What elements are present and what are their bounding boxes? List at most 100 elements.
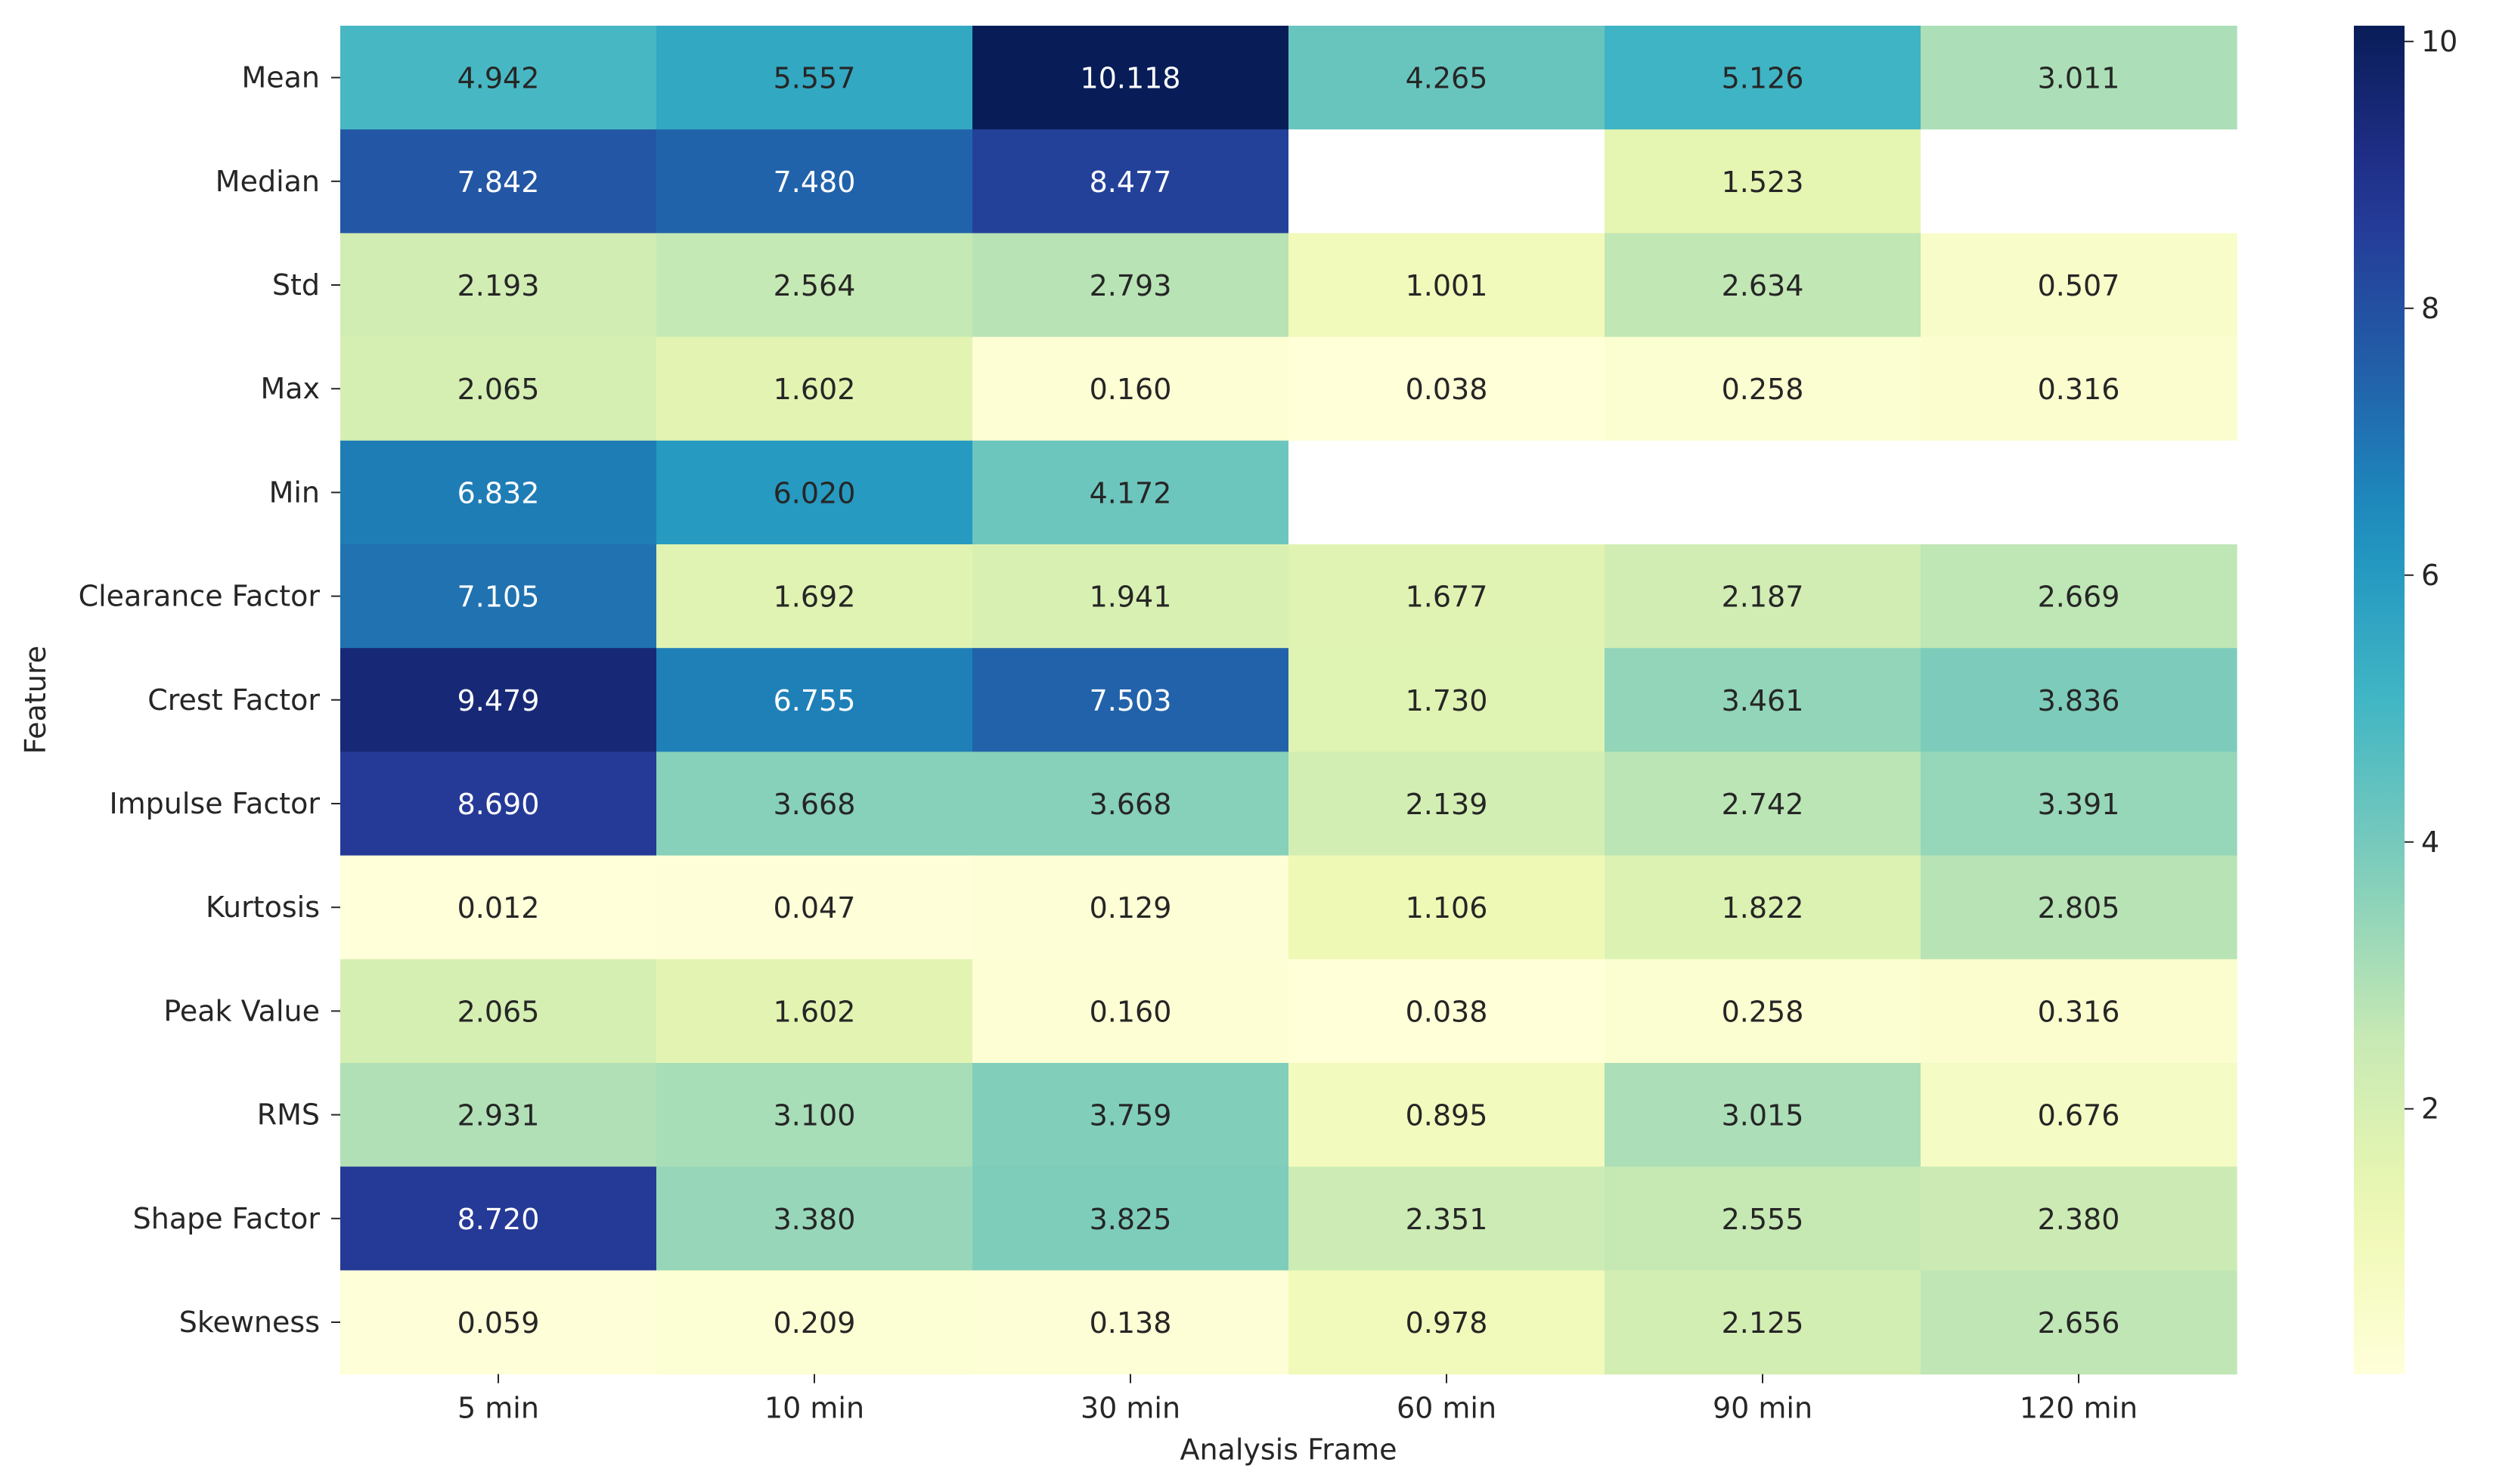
cell-value-label: 1.106	[1406, 891, 1488, 925]
cell-value-label: 3.380	[774, 1203, 856, 1236]
cell-value-label: 0.978	[1406, 1306, 1488, 1340]
cell-value-label: 6.755	[774, 684, 856, 717]
colorbar-tick-label: 10	[2421, 25, 2457, 58]
heatmap-cell	[972, 233, 1289, 338]
heatmap-cell	[1921, 648, 2237, 752]
cell-value-label: 2.931	[457, 1099, 540, 1132]
cell-value-label: 8.720	[457, 1203, 540, 1236]
heatmap-cell	[1605, 129, 1921, 234]
cell-value-label: 1.730	[1406, 684, 1488, 717]
heatmap-cell	[1921, 26, 2237, 130]
heatmap-cell	[656, 855, 973, 960]
heatmap-cell	[1605, 959, 1921, 1064]
heatmap-cell	[340, 440, 657, 545]
heatmap-cell	[340, 648, 657, 752]
row-tick-label: Clearance Factor	[79, 580, 321, 613]
column-tick-label: 5 min	[457, 1392, 539, 1425]
cell-value-label: 1.822	[1722, 891, 1804, 925]
heatmap-cell	[972, 440, 1289, 545]
heatmap-cell	[656, 648, 973, 752]
cell-value-label: 0.676	[2038, 1099, 2120, 1132]
column-tick-label: 10 min	[764, 1392, 864, 1425]
cell-value-label: 2.669	[2038, 581, 2120, 614]
heatmap-cell	[1288, 129, 1605, 234]
heatmap-cell	[1921, 751, 2237, 857]
x-axis-label: Analysis Frame	[1180, 1433, 1397, 1467]
cell-value-label: 4.172	[1090, 476, 1172, 510]
row-tick-label: Mean	[241, 61, 320, 94]
heatmap-cell	[972, 544, 1289, 649]
cell-value-label: 0.059	[457, 1306, 540, 1340]
row-tick-label: Skewness	[179, 1306, 320, 1339]
cell-value-label: 4.265	[1406, 62, 1488, 95]
cell-value-label: 0.258	[1722, 373, 1804, 406]
cell-value-label: 2.193	[457, 269, 540, 302]
cell-value-label: 3.836	[2038, 684, 2120, 717]
cell-value-label: 0.038	[1406, 995, 1488, 1028]
heatmap-cell	[972, 1270, 1289, 1375]
heatmap-cell	[1288, 1270, 1605, 1375]
heatmap-cell	[972, 855, 1289, 960]
column-tick-label: 120 min	[2020, 1392, 2138, 1425]
heatmap-cells: 4.942 5.557 10.118 4.265 5.126 3.011 7.842 7.48…	[340, 26, 2237, 1375]
cell-value-label: 0.316	[2038, 995, 2120, 1028]
cell-value-label: 3.759	[1090, 1099, 1172, 1132]
colorbar: 2 4 6 8 10	[2354, 25, 2457, 1374]
cell-value-label: 0.047	[774, 891, 856, 925]
heatmap-cell	[972, 959, 1289, 1064]
heatmap-cell	[1605, 855, 1921, 960]
cell-value-label: 3.668	[774, 788, 856, 821]
cell-value-label: 1.001	[1406, 269, 1488, 302]
cell-value-label: 2.805	[2038, 891, 2120, 925]
cell-value-label: 0.038	[1406, 373, 1488, 406]
heatmap-cell	[972, 1166, 1289, 1271]
cell-value-label: 2.187	[1722, 581, 1804, 614]
heatmap-cell	[656, 129, 973, 234]
cell-value-label: 0.209	[774, 1306, 856, 1340]
heatmap-cell	[1921, 855, 2237, 960]
cell-value-label: 0.129	[1090, 891, 1172, 925]
row-tick-label: Std	[272, 268, 320, 302]
cell-value-label: 2.742	[1722, 788, 1804, 821]
cell-value-label: 0.160	[1090, 373, 1172, 406]
heatmap-cell	[340, 1063, 657, 1167]
colorbar-tick-label: 8	[2421, 292, 2439, 325]
heatmap-cell	[1288, 959, 1605, 1064]
cell-value-label: 2.793	[1090, 269, 1172, 302]
cell-value-label: 0.138	[1090, 1306, 1172, 1340]
column-tick-label: 60 min	[1397, 1392, 1496, 1425]
heatmap-cell	[972, 26, 1289, 130]
row-tick-label: Shape Factor	[133, 1202, 321, 1235]
heatmap-cell	[340, 26, 657, 130]
cell-value-label: 1.677	[1406, 581, 1488, 614]
cell-value-label: 2.065	[457, 373, 540, 406]
cell-value-label: 8.477	[1090, 166, 1172, 199]
cell-value-label: 0.895	[1406, 1099, 1488, 1132]
heatmap-cell	[1605, 751, 1921, 857]
heatmap-cell	[1921, 1270, 2237, 1375]
cell-value-label: 2.351	[1406, 1203, 1488, 1236]
heatmap-cell	[656, 336, 973, 441]
cell-value-label: 1.602	[774, 995, 856, 1028]
colorbar-tick-label: 4	[2421, 826, 2439, 859]
heatmap-cell	[340, 544, 657, 649]
heatmap-cell	[1921, 1063, 2237, 1167]
cell-value-label: 0.316	[2038, 373, 2120, 406]
heatmap-cell	[1605, 233, 1921, 338]
cell-value-label: 2.555	[1722, 1203, 1804, 1236]
column-tick-label: 30 min	[1081, 1392, 1180, 1425]
heatmap-cell	[656, 751, 973, 857]
cell-value-label: 0.258	[1722, 995, 1804, 1028]
cell-value-label: 6.832	[457, 476, 540, 510]
cell-value-label: 3.461	[1722, 684, 1804, 717]
heatmap-cell	[1921, 129, 2237, 234]
colorbar-tick-label: 2	[2421, 1092, 2439, 1126]
heatmap-cell	[656, 26, 973, 130]
heatmap-cell	[340, 959, 657, 1064]
heatmap-cell	[1288, 751, 1605, 857]
heatmap-cell	[1288, 440, 1605, 545]
cell-value-label: 2.125	[1722, 1306, 1804, 1340]
heatmap-cell	[656, 544, 973, 649]
heatmap-cell	[1605, 1270, 1921, 1375]
